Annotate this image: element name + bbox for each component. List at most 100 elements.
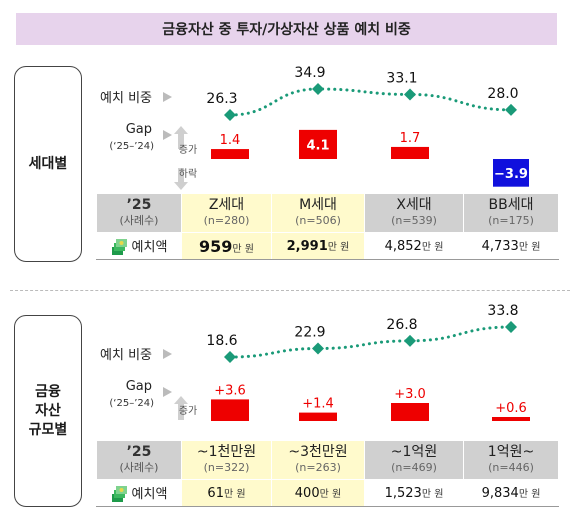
amount-label: 예치액 <box>131 486 168 502</box>
series-line <box>228 325 513 359</box>
gap-bar <box>391 403 429 421</box>
data-point <box>312 342 324 355</box>
gap-label: +1.4 <box>302 397 334 412</box>
amount-cell: 959만 원 <box>181 232 272 260</box>
data-label: 26.8 <box>386 317 417 333</box>
decrease-arrow-icon <box>174 168 188 190</box>
amount-unit: 만 원 <box>421 489 444 500</box>
gap-label: 1.7 <box>400 131 421 146</box>
gap-bar <box>391 146 429 159</box>
section-divider <box>10 290 570 291</box>
column-header: 1억원~ (n=446) <box>463 440 559 480</box>
asset-size-table: ’25 (사례수) ~1천만원 (n=322) ~3천만원 (n=263) ~1억원… <box>96 440 559 507</box>
money-icon <box>111 239 127 256</box>
section-label-generation: 세대별 <box>14 66 82 262</box>
amount-cell: 61만 원 <box>181 479 272 507</box>
amount-unit: 만 원 <box>421 242 444 253</box>
gap-bar <box>211 149 249 159</box>
sample-size: (n=322) <box>203 461 250 474</box>
column-header: Z세대 (n=280) <box>181 193 272 233</box>
data-point <box>224 109 236 121</box>
data-point <box>404 88 416 101</box>
column-name: M세대 <box>299 197 337 213</box>
gap-label: +0.6 <box>495 401 527 416</box>
section-label-text: 세대별 <box>28 155 68 172</box>
amount-unit: 만 원 <box>518 242 541 253</box>
amount-unit: 만 원 <box>327 242 350 253</box>
decrease-label: 하락 <box>179 167 197 180</box>
amount-unit: 만 원 <box>518 489 541 500</box>
chart-title: 금융자산 중 투자/가상자산 상품 예치 비중 <box>16 13 557 45</box>
row-arrow-icon <box>163 130 172 140</box>
gap-period-label: (‘25–’24) <box>109 141 154 152</box>
sample-size: (n=280) <box>203 214 250 227</box>
amount-value: 4,852 <box>384 239 422 254</box>
column-header: ~1천만원 (n=322) <box>181 440 272 480</box>
section-label-asset-size: 금융 자산 규모별 <box>14 315 82 507</box>
amount-value: 2,991 <box>286 239 328 254</box>
amount-cell: 4,733만 원 <box>463 232 559 260</box>
data-label: 22.9 <box>294 325 325 341</box>
deposit-row-label: 예치 비중 <box>100 348 152 363</box>
gap-label: 4.1 <box>306 138 329 153</box>
row-arrow-icon <box>163 387 172 397</box>
gap-label: +3.0 <box>394 387 426 402</box>
amount-value: 400 <box>294 486 320 501</box>
column-header: BB세대 (n=175) <box>463 193 559 233</box>
row-arrow-icon <box>163 349 172 359</box>
column-name: Z세대 <box>208 197 245 213</box>
data-point <box>224 351 236 363</box>
section-label-text: 금융 <box>35 383 61 400</box>
data-point <box>505 103 517 116</box>
amount-value: 1,523 <box>384 486 422 501</box>
gap-bar <box>211 399 249 421</box>
data-label: 33.8 <box>487 303 518 319</box>
column-header: ~3천만원 (n=263) <box>271 440 365 480</box>
amount-label-cell: 예치액 <box>96 232 182 260</box>
amount-value: 61 <box>207 486 224 501</box>
gap-row-label: Gap <box>126 122 152 137</box>
section-label-text: 규모별 <box>28 421 68 438</box>
amount-cell: 4,852만 원 <box>364 232 464 260</box>
amount-cell: 1,523만 원 <box>364 479 464 507</box>
section-label-text: 자산 <box>35 402 61 419</box>
year-header: ’25 (사례수) <box>96 440 182 480</box>
sample-size: (n=446) <box>488 461 534 474</box>
column-name: X세대 <box>396 197 432 213</box>
data-label: 28.0 <box>487 86 518 102</box>
sample-label: (사례수) <box>119 461 159 474</box>
money-icon <box>111 486 127 503</box>
amount-unit: 만 원 <box>232 243 254 255</box>
increase-label: 증가 <box>179 144 197 156</box>
column-name: ~1억원 <box>390 444 438 460</box>
amount-value: 9,834 <box>481 486 519 501</box>
data-point <box>404 334 416 347</box>
gap-label: −3.9 <box>494 167 528 182</box>
series-line <box>228 87 513 117</box>
year-label: ’25 <box>126 197 152 213</box>
gap-period-label: (‘25–’24) <box>109 398 154 409</box>
amount-value: 4,733 <box>481 239 519 254</box>
gap-bar <box>299 129 337 159</box>
column-name: BB세대 <box>488 197 534 213</box>
sample-size: (n=469) <box>391 461 437 474</box>
gap-label: 1.4 <box>220 133 241 148</box>
column-header: M세대 (n=506) <box>271 193 365 233</box>
sample-size: (n=506) <box>295 214 341 227</box>
column-header: X세대 (n=539) <box>364 193 464 233</box>
amount-label: 예치액 <box>131 239 168 255</box>
amount-cell: 400만 원 <box>271 479 365 507</box>
column-name: 1억원~ <box>487 444 535 460</box>
column-name: ~1천만원 <box>196 444 257 460</box>
data-label: 34.9 <box>294 65 325 81</box>
gap-row-label: Gap <box>126 379 152 394</box>
gap-bar <box>299 412 337 421</box>
data-point <box>505 321 517 333</box>
amount-unit: 만 원 <box>319 489 342 500</box>
deposit-row-label: 예치 비중 <box>100 91 152 106</box>
sample-label: (사례수) <box>119 214 159 227</box>
column-name: ~3천만원 <box>288 444 348 460</box>
amount-cell: 2,991만 원 <box>271 232 365 260</box>
generation-table: ’25 (사례수) Z세대 (n=280) M세대 (n=506) X세대 (n=53… <box>96 193 559 260</box>
data-label: 18.6 <box>206 333 237 349</box>
